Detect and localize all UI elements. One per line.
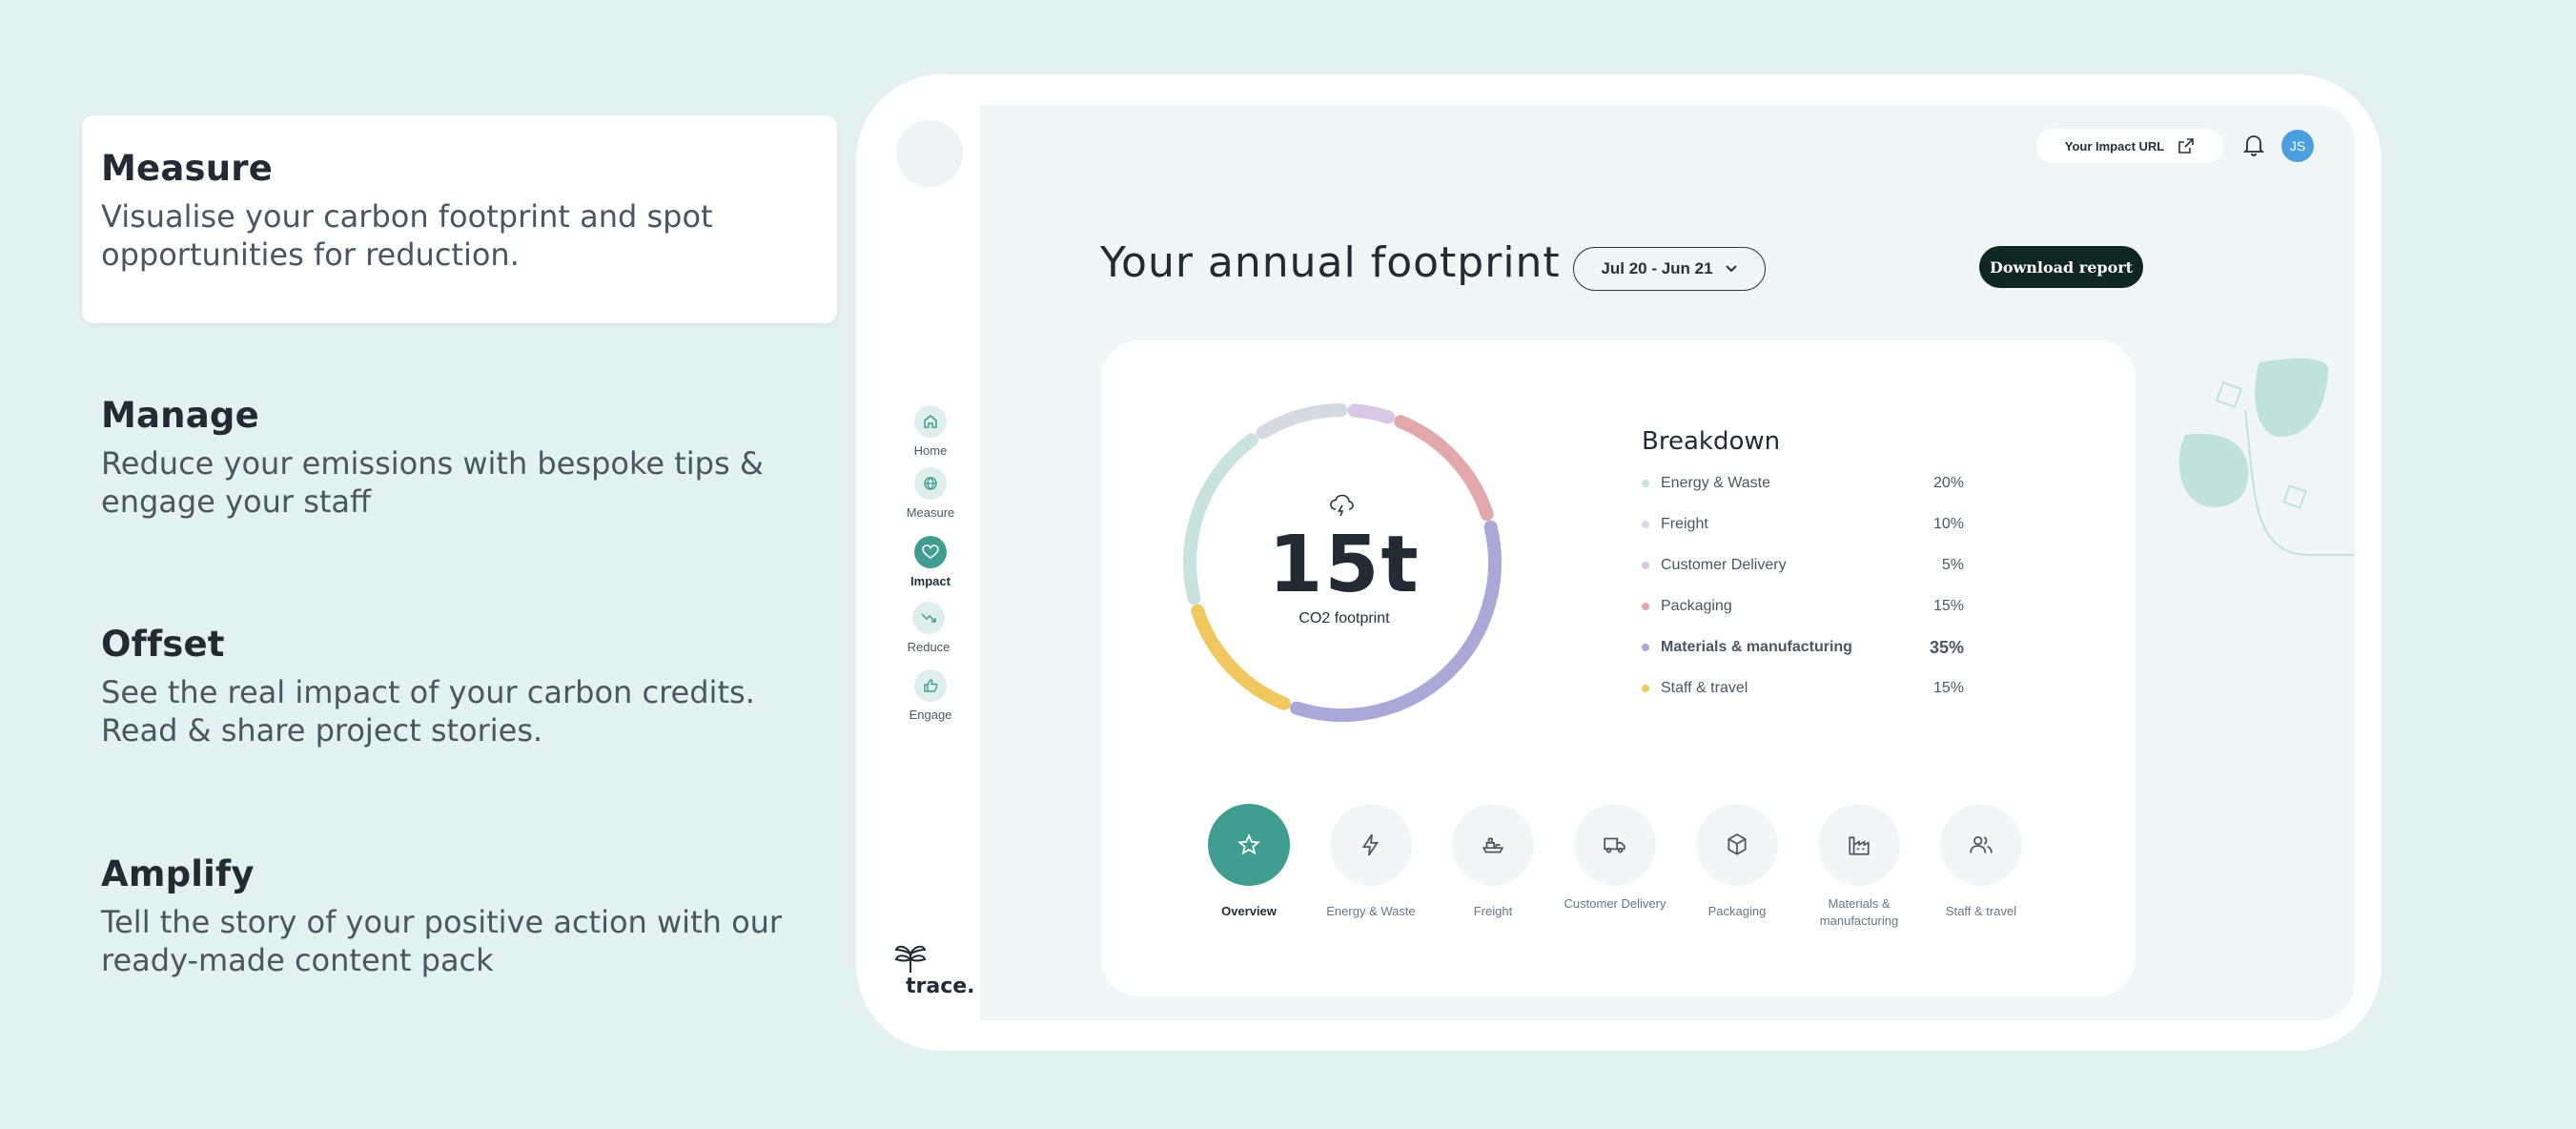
sidebar-item-label: Impact — [910, 574, 951, 588]
feature-description: Reduce your emissions with bespoke tips … — [101, 445, 764, 520]
truck-icon — [1574, 804, 1656, 886]
feature-description: Visualise your carbon footprint and spot… — [101, 198, 713, 273]
category-label: Energy & Waste — [1326, 904, 1416, 918]
trace-logo: trace. — [906, 975, 975, 998]
leaf-decoration-icon — [2178, 358, 2355, 556]
category-tab-overview[interactable]: Overview — [1187, 804, 1311, 920]
breakdown-row: Packaging 15% — [1642, 595, 1964, 618]
impact-url-label: Your Impact URL — [2064, 138, 2165, 154]
breakdown-row: Materials & manufacturing 35% — [1642, 636, 1964, 659]
feature-title: Offset — [101, 624, 225, 665]
sidebar-item-label: Engage — [909, 708, 952, 722]
breakdown-row: Customer Delivery 5% — [1642, 554, 1964, 577]
donut-segment-materials-manufacturing — [1289, 520, 1502, 722]
chevron-down-icon — [1725, 265, 1737, 273]
breakdown-name: Packaging — [1661, 598, 1732, 614]
breakdown-percent: 15% — [1932, 598, 1964, 614]
sidebar-item-label: Measure — [906, 505, 955, 520]
donut-segment-staff-travel — [1191, 604, 1291, 710]
sidebar-item-home[interactable]: Home — [892, 405, 969, 458]
date-range-value: Jul 20 - Jun 21 — [1601, 259, 1713, 277]
feature-description: See the real impact of your carbon credi… — [101, 674, 755, 749]
breakdown-name: Materials & manufacturing — [1661, 639, 1852, 655]
feature-description: Tell the story of your positive action w… — [101, 904, 783, 978]
trace-logo-icon — [894, 945, 927, 973]
breakdown-row: Freight 10% — [1642, 513, 1964, 536]
sidebar-item-engage[interactable]: Engage — [892, 669, 969, 722]
category-label: Staff & travel — [1945, 904, 2017, 918]
lightning-icon — [1330, 804, 1412, 886]
category-tab-freight[interactable]: Freight — [1431, 804, 1555, 920]
feature-title: Amplify — [101, 853, 255, 894]
feature-title: Measure — [101, 148, 273, 189]
feature-amplify[interactable]: Amplify Tell the story of your positive … — [82, 821, 837, 993]
legend-dot — [1642, 480, 1649, 487]
date-range-select[interactable]: Jul 20 - Jun 21 — [1573, 247, 1766, 291]
breakdown-percent: 35% — [1929, 637, 1964, 657]
sidebar-item-label: Reduce — [907, 640, 951, 654]
sidebar-item-measure[interactable]: Measure — [892, 467, 969, 520]
category-label: Freight — [1473, 904, 1513, 918]
feature-manage[interactable]: Manage Reduce your emissions with bespok… — [82, 362, 837, 534]
camera — [896, 120, 963, 187]
sidebar-item-impact[interactable]: Impact — [892, 536, 969, 588]
box-icon — [1696, 804, 1778, 886]
breakdown-name: Energy & Waste — [1661, 475, 1771, 491]
sidebar-item-reduce[interactable]: Reduce — [890, 602, 967, 654]
feature-title: Manage — [101, 395, 259, 436]
breakdown-percent: 20% — [1932, 475, 1964, 491]
legend-dot — [1642, 685, 1649, 692]
factory-icon — [1818, 804, 1900, 886]
home-icon — [914, 405, 947, 438]
breakdown-name: Freight — [1661, 516, 1708, 532]
donut-segment-customer-delivery — [1347, 403, 1396, 424]
breakdown-percent: 5% — [1941, 557, 1964, 573]
donut-segment-energy-waste — [1183, 433, 1258, 606]
heart-icon — [914, 536, 947, 568]
legend-dot — [1642, 562, 1649, 569]
legend-dot — [1642, 603, 1649, 610]
category-label: Materials & manufacturing — [1819, 896, 1899, 928]
legend-dot — [1642, 521, 1649, 528]
legend-dot — [1642, 644, 1649, 651]
impact-url-button[interactable]: Your Impact URL — [2036, 129, 2223, 163]
category-label: Overview — [1221, 904, 1277, 918]
people-icon — [1940, 804, 2022, 886]
bell-icon[interactable] — [2242, 133, 2265, 157]
breakdown-row: Energy & Waste 20% — [1642, 472, 1964, 495]
globe-icon — [914, 467, 947, 500]
page-title: Your annual footprint — [1100, 238, 1561, 287]
feature-offset[interactable]: Offset See the real impact of your carbo… — [82, 591, 837, 763]
category-tab-customer-delivery[interactable]: Customer Delivery — [1553, 804, 1677, 913]
breakdown-percent: 15% — [1932, 680, 1964, 696]
total-footprint-label: CO2 footprint — [1298, 610, 1390, 626]
donut-segment-packaging — [1394, 415, 1494, 522]
cloud-lightning-icon — [1330, 494, 1354, 517]
star-icon — [1208, 804, 1290, 886]
breakdown-title: Breakdown — [1642, 427, 1781, 456]
trend-down-icon — [912, 602, 945, 634]
sidebar-item-label: Home — [913, 443, 948, 458]
category-label: Customer Delivery — [1564, 896, 1666, 911]
thumbs-up-icon — [914, 669, 947, 702]
category-tab-energy-waste[interactable]: Energy & Waste — [1309, 804, 1433, 920]
donut-segment-freight — [1256, 403, 1348, 440]
avatar[interactable]: JS — [2281, 130, 2314, 162]
feature-measure[interactable]: Measure Visualise your carbon footprint … — [82, 115, 837, 323]
total-footprint-value: 15t — [1268, 520, 1421, 610]
external-link-icon — [2178, 138, 2195, 154]
footprint-card — [1101, 340, 2136, 996]
category-tab-materials-manufacturing[interactable]: Materials & manufacturing — [1797, 804, 1921, 930]
breakdown-percent: 10% — [1932, 516, 1964, 532]
breakdown-name: Staff & travel — [1661, 680, 1748, 696]
breakdown-row: Staff & travel 15% — [1642, 677, 1964, 700]
download-report-button[interactable]: Download report — [1979, 246, 2143, 288]
category-label: Packaging — [1707, 904, 1767, 918]
ship-icon — [1452, 804, 1534, 886]
breakdown-name: Customer Delivery — [1661, 557, 1787, 573]
footprint-donut-chart — [1183, 403, 1502, 722]
category-tab-packaging[interactable]: Packaging — [1675, 804, 1799, 920]
category-tab-staff-travel[interactable]: Staff & travel — [1919, 804, 2043, 920]
